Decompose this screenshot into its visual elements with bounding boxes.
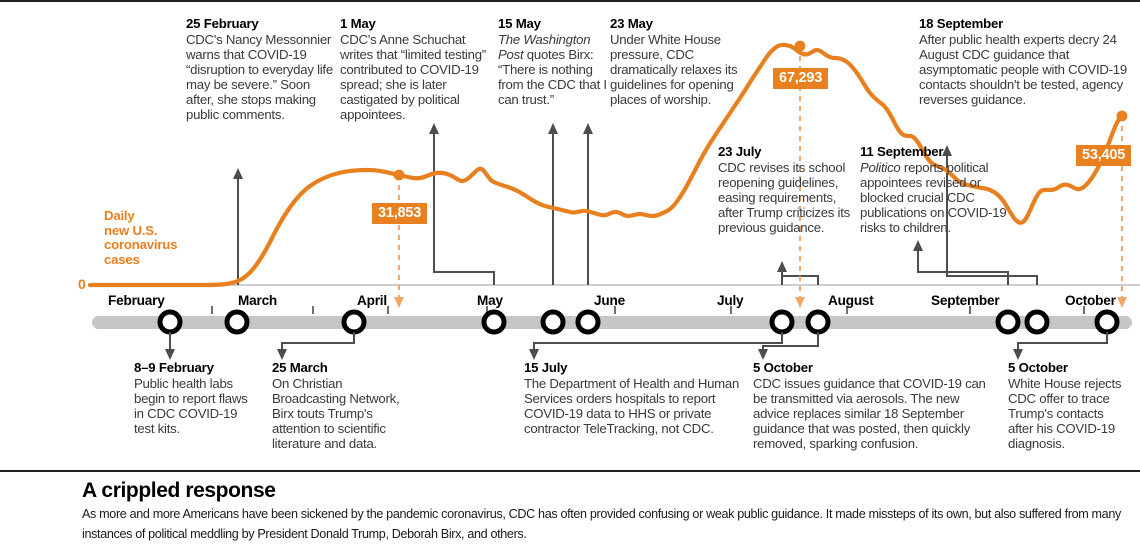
bottom-leader-arrowheads <box>165 349 1023 360</box>
month-label-may: May <box>477 293 503 308</box>
note-15-may: 15 May The Washington Post quotes Birx: … <box>498 16 616 107</box>
footer-body: As more and more Americans have been sic… <box>82 507 1121 541</box>
note-23-july: 23 July CDC revises its school reopening… <box>718 144 858 235</box>
note-body: After public health experts decry 24 Aug… <box>919 32 1127 108</box>
y-axis-label-line-2: new U.S. <box>104 222 158 238</box>
y-axis-label-line-1: Daily <box>104 208 135 223</box>
month-label-september: September <box>931 293 1000 308</box>
note-18-september: 18 September After public health experts… <box>919 16 1140 107</box>
note-body-italic: Politico <box>860 160 901 176</box>
note-date: 11 September <box>860 144 944 159</box>
footer-title: A crippled response <box>82 479 276 502</box>
event-marker-18-september[interactable] <box>1024 309 1050 335</box>
event-marker-8-9-february[interactable] <box>157 309 183 335</box>
event-marker-23-may[interactable] <box>575 309 601 335</box>
note-body: CDC revises its school reopening guideli… <box>718 160 850 236</box>
note-body-italic: The Washington Post <box>498 32 591 63</box>
month-label-february: February <box>108 293 165 308</box>
case-curve <box>87 42 1125 288</box>
note-date: 15 July <box>524 360 568 375</box>
note-date: 23 July <box>718 144 762 159</box>
note-body: On Christian Broadcasting Network, Birx … <box>272 376 400 452</box>
note-5-october-contact-tracing: 5 October White House rejects CDC offer … <box>1008 360 1130 451</box>
month-label-october: October <box>1065 293 1116 308</box>
event-marker-15-may[interactable] <box>540 309 566 335</box>
top-leader-lines-extra <box>782 275 819 285</box>
note-date: 15 May <box>498 16 541 31</box>
footer-divider <box>0 470 1140 472</box>
note-date: 5 October <box>753 360 813 375</box>
callout-value-31853: 31,853 <box>372 203 428 224</box>
y-axis-label-line-3: coronavirus <box>104 237 178 253</box>
note-body: White House rejects CDC offer to trace T… <box>1008 376 1122 452</box>
note-23-may: 23 May Under White House pressure, CDC d… <box>610 16 750 107</box>
note-body: Public health labs begin to report flaws… <box>134 376 248 437</box>
note-date: 1 May <box>340 16 376 31</box>
note-1-may: 1 May CDC's Anne Schuchat writes that “l… <box>340 16 490 122</box>
event-marker-25-march[interactable] <box>341 309 367 335</box>
note-body: The Washington Post quotes Birx: “There … <box>498 32 616 107</box>
callout-value-53405: 53,405 <box>1076 145 1132 166</box>
month-label-august: August <box>828 293 874 308</box>
note-body: Politico reports political appointees re… <box>860 160 1018 235</box>
event-marker-25-february[interactable] <box>224 309 250 335</box>
note-date: 25 February <box>186 16 259 31</box>
callout-dash-arrowheads <box>394 297 1127 308</box>
event-marker-5-october[interactable] <box>1094 309 1120 335</box>
note-body: CDC's Anne Schuchat writes that “limited… <box>340 32 486 123</box>
note-5-october-aerosols: 5 October CDC issues guidance that COVID… <box>753 360 999 451</box>
bottom-leader-lines <box>169 332 1108 352</box>
note-date: 18 September <box>919 16 1004 31</box>
note-date: 8–9 February <box>134 360 214 375</box>
top-leader-arrowheads <box>233 123 952 272</box>
note-8-9-february: 8–9 February Public health labs begin to… <box>134 360 256 436</box>
y-axis-label: Daily new U.S. coronavirus cases <box>104 208 178 267</box>
note-date: 5 October <box>1008 360 1068 375</box>
note-25-february: 25 February CDC's Nancy Messonnier warns… <box>186 16 336 122</box>
note-body-rest: reports political appointees revised or … <box>860 160 1007 236</box>
event-marker-15-july[interactable] <box>769 309 795 335</box>
event-marker-23-july[interactable] <box>805 309 831 335</box>
y-axis-zero-label: 0 <box>78 276 86 292</box>
top-divider <box>0 0 1140 2</box>
note-15-july: 15 July The Department of Health and Hum… <box>524 360 752 436</box>
month-label-june: June <box>594 293 625 308</box>
month-label-march: March <box>238 293 278 308</box>
event-marker-11-september[interactable] <box>995 309 1021 335</box>
note-body: The Department of Health and Human Servi… <box>524 376 740 437</box>
note-date: 23 May <box>610 16 653 31</box>
curve-endpoint-dots <box>393 40 1128 181</box>
month-label-july: July <box>717 293 744 308</box>
note-25-march: 25 March On Christian Broadcasting Netwo… <box>272 360 410 451</box>
event-marker-1-may[interactable] <box>481 309 507 335</box>
timeline-event-markers[interactable] <box>157 309 1120 335</box>
note-date: 25 March <box>272 360 328 375</box>
note-body-rest: quotes Birx: “There is nothing from the … <box>498 47 607 108</box>
month-label-april: April <box>357 293 387 308</box>
note-body: CDC issues guidance that COVID-19 can be… <box>753 376 986 452</box>
note-body: CDC's Nancy Messonnier warns that COVID-… <box>186 32 333 123</box>
callout-value-67293: 67,293 <box>773 68 829 89</box>
note-11-september: 11 September Politico reports political … <box>860 144 1018 235</box>
y-axis-label-line-4: cases <box>104 251 140 267</box>
note-body: Under White House pressure, CDC dramatic… <box>610 32 738 108</box>
